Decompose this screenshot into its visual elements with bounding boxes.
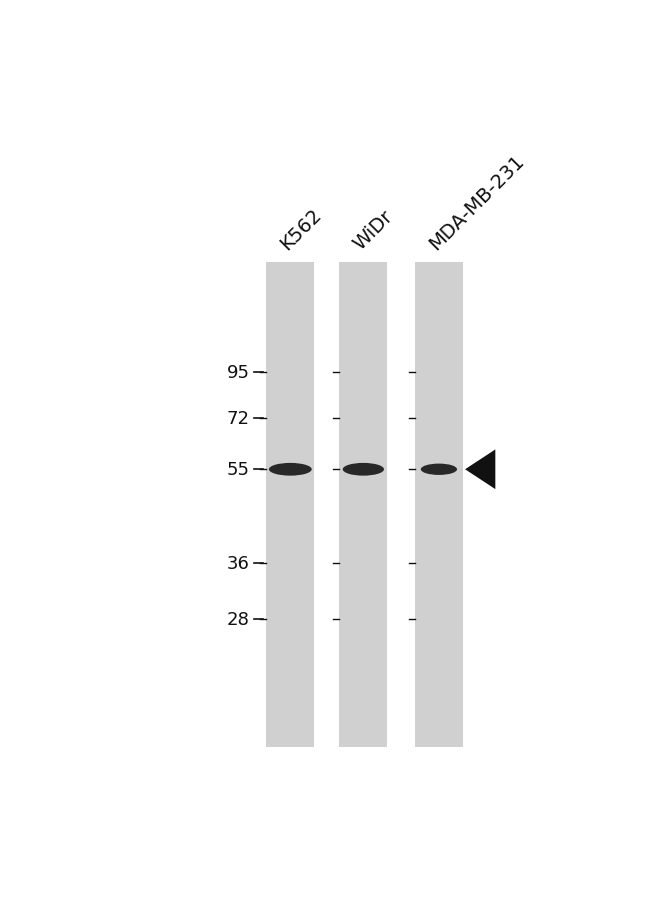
Text: 55: 55 [226, 460, 250, 479]
Ellipse shape [343, 463, 384, 476]
Ellipse shape [421, 464, 457, 475]
Polygon shape [465, 450, 495, 490]
Bar [339, 263, 387, 747]
Bar [266, 263, 314, 747]
Text: WiDr: WiDr [350, 207, 397, 254]
Text: 36: 36 [227, 554, 250, 573]
Text: 95: 95 [226, 363, 250, 381]
Text: 72: 72 [226, 409, 250, 427]
Text: MDA-MB-231: MDA-MB-231 [426, 152, 528, 254]
Bar [415, 263, 463, 747]
Ellipse shape [269, 463, 312, 476]
Text: K562: K562 [277, 205, 326, 254]
Text: 28: 28 [227, 611, 250, 629]
